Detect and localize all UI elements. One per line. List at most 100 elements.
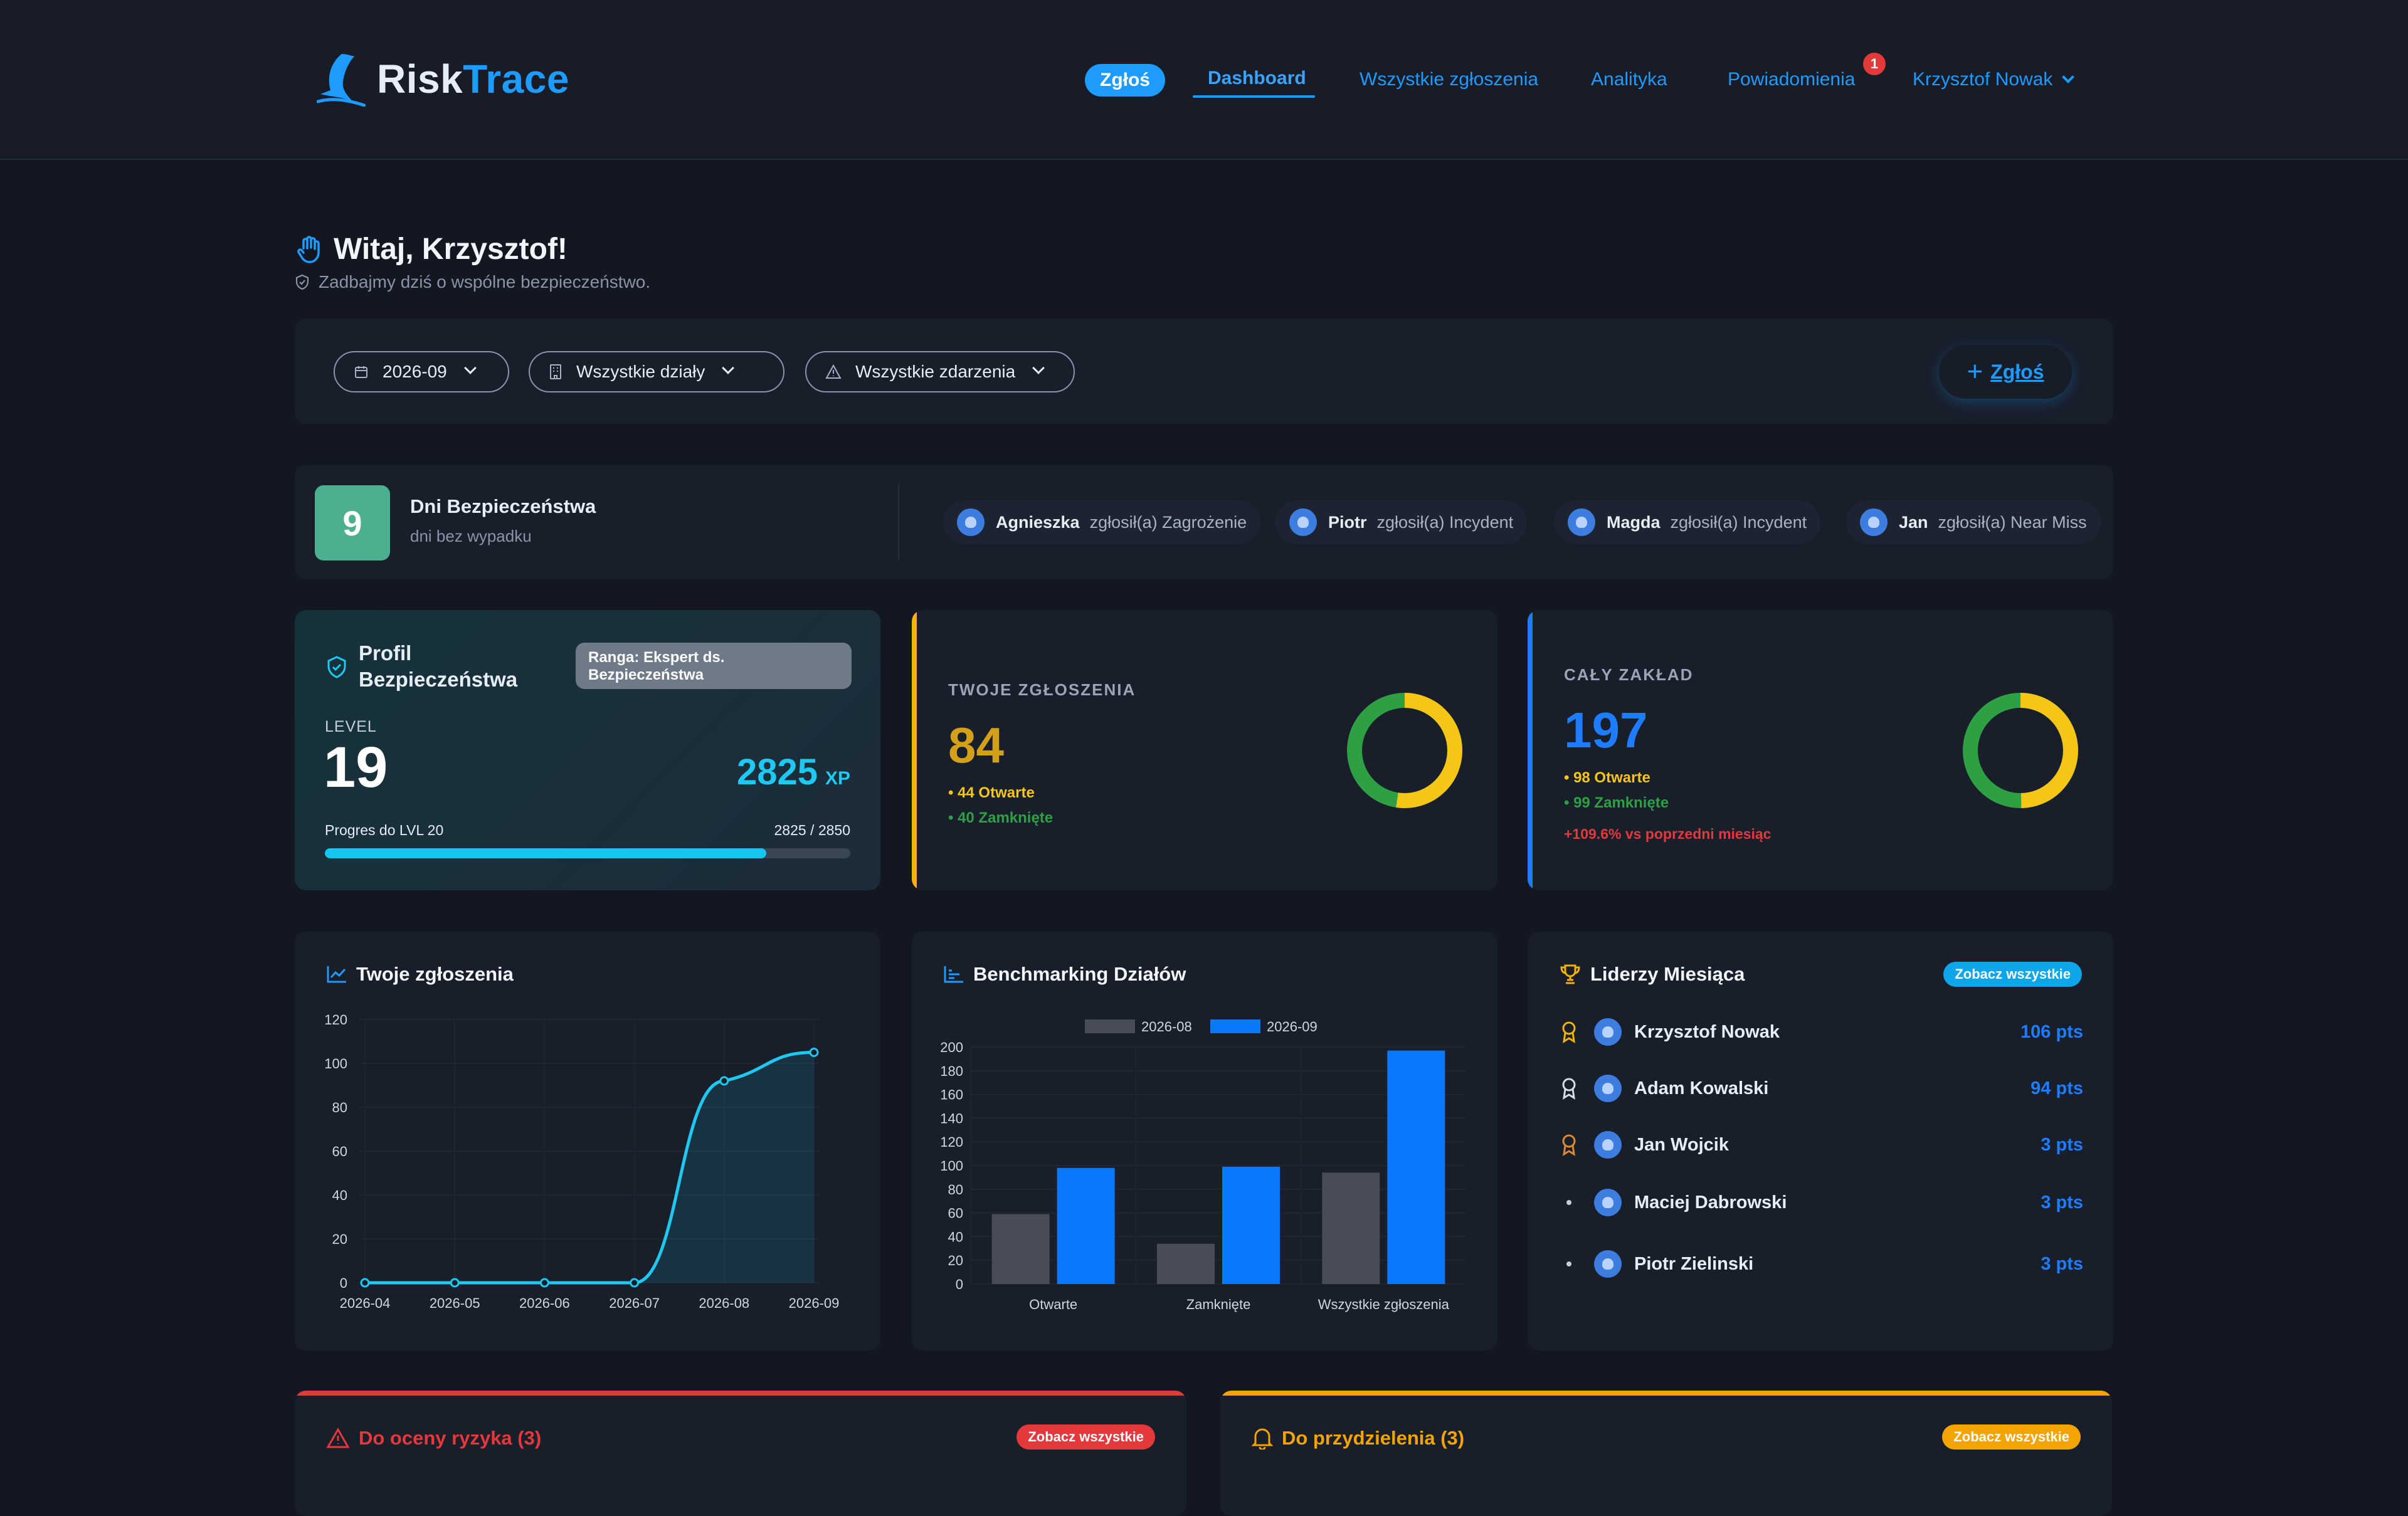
- activity-text: zgłosił(a) Incydent: [1670, 512, 1807, 532]
- nav-report-button[interactable]: Zgłoś: [1085, 63, 1165, 97]
- assign-panel-title-text: Do przydzielenia (3): [1282, 1427, 1465, 1449]
- leader-row[interactable]: Jan Wojcik 3 pts: [1556, 1126, 2083, 1164]
- progress-label: Progres do LVL 20: [325, 822, 444, 838]
- activity-text: zgłosił(a) Zagrożenie: [1089, 512, 1247, 532]
- x-tick-label: 2026-05: [430, 1295, 480, 1311]
- avatar: [1594, 1018, 1622, 1046]
- avatar: [1289, 508, 1317, 536]
- activity-item[interactable]: Jan zgłosił(a) Near Miss: [1846, 500, 2101, 544]
- plant-label: CAŁY ZAKŁAD: [1564, 665, 1694, 684]
- line-chart-title: Twoje zgłoszenia: [326, 963, 514, 986]
- bullet-icon: [1556, 1200, 1582, 1205]
- activity-user: Piotr: [1328, 512, 1367, 532]
- y-tick-label: 20: [332, 1231, 347, 1247]
- activity-item[interactable]: Piotr zgłosił(a) Incydent: [1275, 500, 1528, 544]
- greeting: Witaj, Krzysztof!: [295, 232, 568, 266]
- chevron-down-icon: [1032, 362, 1045, 374]
- my-reports-total: 84: [948, 717, 1004, 773]
- safe-days-count: 9: [315, 485, 390, 561]
- safety-profile-card: Profil Bezpieczeństwa Ranga: Ekspert ds.…: [295, 610, 880, 890]
- y-tick-label: 100: [324, 1056, 347, 1071]
- plant-donut: [1963, 693, 2078, 808]
- page-subtitle: Zadbajmy dziś o wspólne bezpieczeństwo.: [295, 272, 650, 292]
- panel-accent: [1220, 1391, 2112, 1396]
- chevron-down-icon: [722, 362, 735, 374]
- x-tick-label: Zamknięte: [1186, 1297, 1251, 1312]
- leader-name: Jan Wojcik: [1634, 1134, 1729, 1155]
- card-accent: [1528, 610, 1533, 890]
- y-tick-label: 40: [332, 1187, 347, 1203]
- y-tick-label: 120: [940, 1134, 963, 1150]
- y-tick-label: 200: [940, 1040, 963, 1055]
- leaders-see-all-button[interactable]: Zobacz wszystkie: [1943, 962, 2082, 987]
- xp-value: 2825 XP: [737, 751, 850, 793]
- subtitle-text: Zadbajmy dziś o wspólne bezpieczeństwo.: [319, 272, 651, 292]
- leaders-title-text: Liderzy Miesiąca: [1590, 963, 1745, 985]
- y-tick-label: 40: [948, 1229, 963, 1245]
- leader-points: 94 pts: [2030, 1078, 2083, 1098]
- department-filter[interactable]: Wszystkie działy: [529, 351, 784, 392]
- plant-closed: • 99 Zamknięte: [1564, 794, 1669, 811]
- xp-progress-bar: [325, 848, 850, 858]
- avatar: [1860, 508, 1888, 536]
- bar-2026-09: [1222, 1166, 1280, 1284]
- nav-active-indicator: [1193, 95, 1315, 98]
- y-tick-label: 180: [940, 1063, 963, 1079]
- shield-icon: [327, 656, 346, 678]
- activity-item[interactable]: Agnieszka zgłosił(a) Zagrożenie: [943, 500, 1261, 544]
- leader-row[interactable]: Maciej Dabrowski 3 pts: [1556, 1184, 2083, 1221]
- legend-label: 2026-08: [1141, 1019, 1192, 1034]
- nav-all-reports[interactable]: Wszystkie zgłoszenia: [1360, 69, 1539, 90]
- safety-strip: 9 Dni Bezpieczeństwa dni bez wypadku Agn…: [295, 465, 2113, 579]
- leader-points: 3 pts: [2041, 1253, 2083, 1274]
- leader-row[interactable]: Adam Kowalski 94 pts: [1556, 1070, 2083, 1107]
- shark-fin-icon: [317, 54, 366, 107]
- plus-icon: +: [1967, 356, 1983, 387]
- benchmark-panel: Benchmarking Działów 0 20 40 60 80 100 120 140 1…: [912, 932, 1497, 1350]
- x-tick-label: Otwarte: [1029, 1297, 1077, 1312]
- gold-medal-icon: [1556, 1021, 1582, 1043]
- user-menu[interactable]: Krzysztof Nowak: [1913, 69, 2075, 90]
- leaders-title: Liderzy Miesiąca: [1559, 963, 1745, 986]
- risk-see-all-button[interactable]: Zobacz wszystkie: [1017, 1424, 1155, 1450]
- rank-badge: Ranga: Ekspert ds. Bezpieczeństwa: [576, 643, 852, 689]
- nav-analytics[interactable]: Analityka: [1591, 69, 1667, 90]
- brand-logo[interactable]: RiskTrace: [317, 51, 569, 107]
- page-title: Witaj, Krzysztof!: [334, 233, 568, 266]
- leader-points: 3 pts: [2041, 1192, 2083, 1213]
- activity-item[interactable]: Magda zgłosił(a) Incydent: [1554, 500, 1821, 544]
- bar-2026-08: [991, 1214, 1050, 1284]
- leader-points: 3 pts: [2041, 1134, 2083, 1155]
- my-reports-card: TWOJE ZGŁOSZENIA 84 • 44 Otwarte • 40 Za…: [912, 610, 1497, 890]
- leader-row[interactable]: Piotr Zielinski 3 pts: [1556, 1245, 2083, 1283]
- leader-name: Adam Kowalski: [1634, 1078, 1769, 1098]
- to-assign-panel: Do przydzielenia (3) Zobacz wszystkie: [1220, 1391, 2112, 1516]
- assign-see-all-button[interactable]: Zobacz wszystkie: [1942, 1424, 2081, 1450]
- event-type-filter[interactable]: Wszystkie zdarzenia: [805, 351, 1075, 392]
- shield-check-icon: [295, 274, 309, 290]
- progress-text: 2825 / 2850: [774, 822, 850, 838]
- nav-notifications[interactable]: Powiadomienia: [1728, 69, 1856, 90]
- warning-triangle-icon: [825, 364, 842, 379]
- activity-user: Agnieszka: [996, 512, 1080, 532]
- leader-row[interactable]: Krzysztof Nowak 106 pts: [1556, 1013, 2083, 1051]
- risk-panel-title: Do oceny ryzyka (3): [326, 1427, 541, 1450]
- data-point: [630, 1278, 640, 1288]
- silver-medal-icon: [1556, 1077, 1582, 1100]
- activity-text: zgłosił(a) Incydent: [1376, 512, 1514, 532]
- filter-bar: 2026-09 Wszystkie działy Wszystkie zdarz…: [295, 318, 2113, 424]
- leader-name: Maciej Dabrowski: [1634, 1192, 1787, 1213]
- leader-points: 106 pts: [2020, 1021, 2083, 1042]
- line-chart: 0 20 40 60 80 100 120 2026-04 2026-05 2026-06 2026…: [324, 1012, 839, 1311]
- level-label: LEVEL: [325, 718, 377, 735]
- nav-dashboard[interactable]: Dashboard: [1208, 68, 1306, 88]
- new-report-button[interactable]: + Zgłoś: [1939, 345, 2072, 399]
- y-tick-label: 120: [324, 1012, 347, 1028]
- plant-change: +109.6% vs poprzedni miesiąc: [1564, 826, 1772, 842]
- new-report-label: Zgłoś: [1990, 360, 2044, 383]
- avatar: [957, 508, 985, 536]
- risk-panel-title-text: Do oceny ryzyka (3): [359, 1427, 542, 1449]
- month-filter[interactable]: 2026-09: [334, 351, 509, 392]
- my-reports-chart-panel: Twoje zgłoszenia 0 20 40 60 80 100 120 2026-04 2…: [295, 932, 880, 1350]
- leader-name: Krzysztof Nowak: [1634, 1021, 1780, 1042]
